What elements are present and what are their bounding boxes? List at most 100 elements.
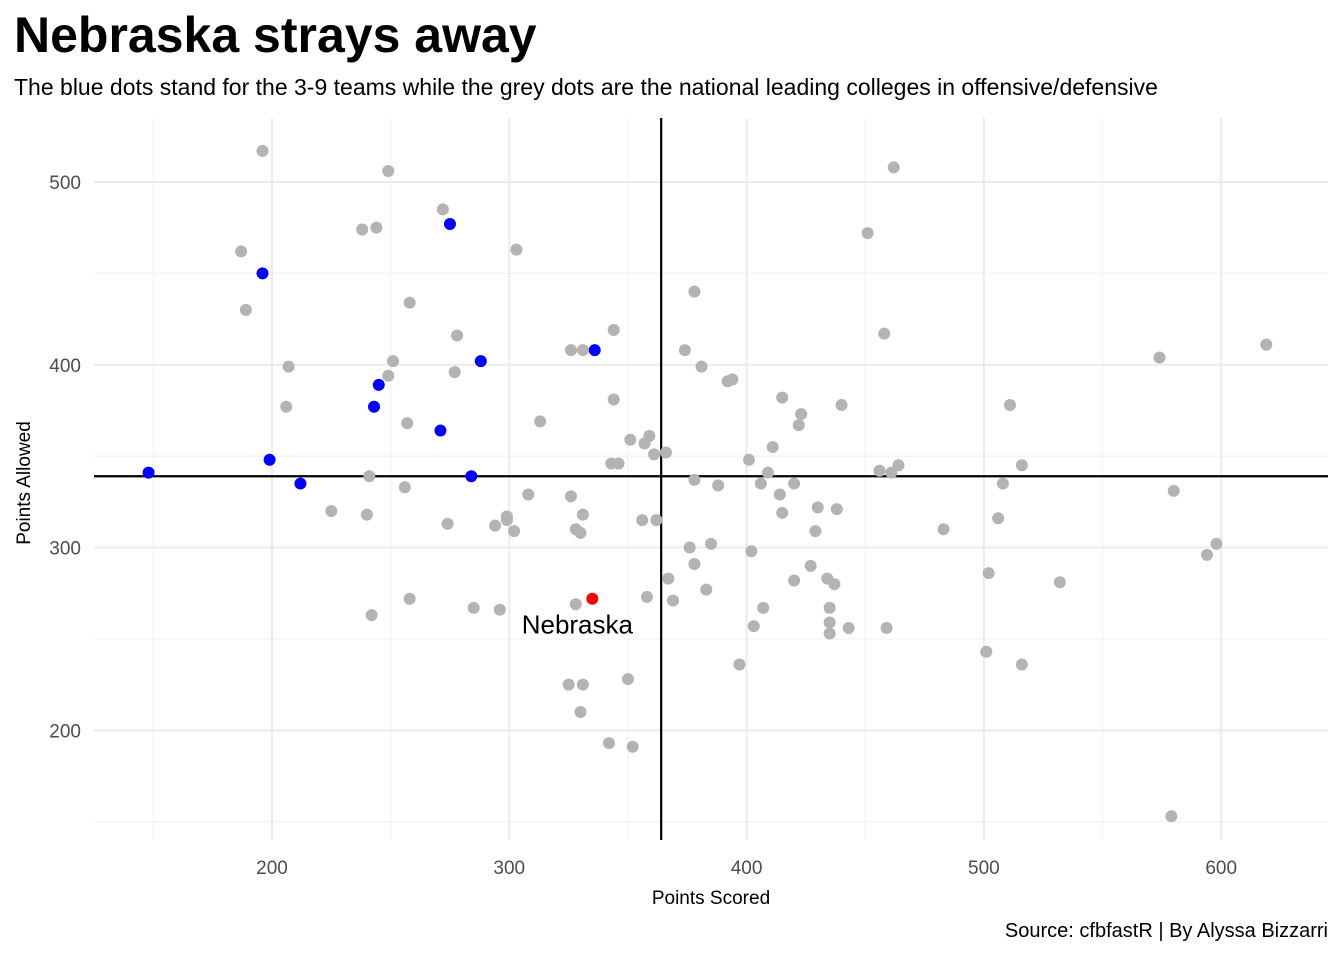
y-axis-ticks: 200 300 400 500	[49, 173, 81, 742]
blue-data-point	[465, 470, 478, 483]
data-points	[142, 144, 1273, 823]
grey-data-point	[861, 227, 874, 240]
grey-data-point	[773, 488, 786, 501]
grey-data-point	[569, 598, 582, 611]
grey-data-point	[1165, 810, 1178, 823]
grey-data-point	[256, 144, 269, 157]
grey-data-point	[467, 601, 480, 614]
grey-data-point	[621, 673, 634, 686]
grey-data-point	[576, 508, 589, 521]
grey-data-point	[640, 590, 653, 603]
chart-title: Nebraska strays away	[14, 7, 537, 63]
grey-data-point	[795, 408, 808, 421]
grey-data-point	[365, 609, 378, 622]
grey-data-point	[811, 501, 824, 514]
grey-data-point	[980, 645, 993, 658]
grey-data-point	[792, 419, 805, 432]
grey-data-point	[650, 514, 663, 527]
grey-data-point	[659, 446, 672, 459]
grey-data-point	[804, 559, 817, 572]
blue-data-point	[294, 477, 307, 490]
blue-data-point	[443, 218, 456, 231]
grey-data-point	[1200, 548, 1213, 561]
grey-data-point	[562, 678, 575, 691]
grey-data-point	[761, 466, 774, 479]
grey-data-point	[788, 574, 801, 587]
reference-lines	[94, 118, 1328, 840]
grey-data-point	[493, 603, 506, 616]
grey-data-point	[382, 165, 395, 178]
grey-data-point	[683, 541, 696, 554]
grey-data-point	[996, 477, 1009, 490]
grey-data-point	[823, 601, 836, 614]
grey-data-point	[721, 375, 734, 388]
grey-data-point	[576, 344, 589, 357]
grey-data-point	[733, 658, 746, 671]
y-axis-label: Points Allowed	[14, 421, 35, 545]
grey-data-point	[387, 355, 400, 368]
red-data-point	[586, 592, 599, 605]
grey-data-point	[880, 621, 893, 634]
grey-data-point	[678, 344, 691, 357]
grey-data-point	[235, 245, 248, 258]
grey-data-point	[757, 601, 770, 614]
grey-data-point	[766, 441, 779, 454]
grey-data-point	[636, 514, 649, 527]
grey-data-point	[607, 393, 620, 406]
grey-data-point	[612, 457, 625, 470]
grey-data-point	[500, 514, 513, 527]
grey-data-point	[1004, 398, 1017, 411]
x-tick-label: 400	[731, 858, 763, 879]
grey-data-point	[667, 594, 680, 607]
grey-data-point	[574, 526, 587, 539]
grey-data-point	[624, 433, 637, 446]
y-tick-label: 300	[49, 539, 81, 560]
x-tick-label: 200	[256, 858, 288, 879]
grey-data-point	[448, 366, 461, 379]
grey-data-point	[754, 477, 767, 490]
grey-data-point	[398, 481, 411, 494]
grey-data-point	[607, 324, 620, 337]
grey-data-point	[436, 203, 449, 216]
grey-data-point	[892, 459, 905, 472]
x-tick-label: 300	[493, 858, 525, 879]
y-tick-label: 500	[49, 173, 81, 194]
grey-data-point	[873, 464, 886, 477]
grey-data-point	[489, 519, 502, 532]
grey-data-point	[370, 221, 383, 234]
grey-data-point	[451, 329, 464, 342]
grey-data-point	[1053, 576, 1066, 589]
blue-data-point	[474, 355, 487, 368]
grey-data-point	[576, 678, 589, 691]
grey-data-point	[830, 503, 843, 516]
chart-subtitle: The blue dots stand for the 3-9 teams wh…	[14, 74, 1158, 100]
grey-data-point	[809, 525, 822, 538]
grey-data-point	[982, 567, 995, 580]
point-annotation: Nebraska	[522, 609, 634, 639]
grey-data-point	[788, 477, 801, 490]
grey-data-point	[776, 506, 789, 519]
grey-data-point	[747, 620, 760, 633]
grey-data-point	[662, 572, 675, 585]
grey-data-point	[842, 621, 855, 634]
grey-data-point	[282, 360, 295, 373]
grey-data-point	[382, 369, 395, 382]
grey-data-point	[363, 470, 376, 483]
grey-data-point	[937, 523, 950, 536]
grey-data-point	[403, 592, 416, 605]
grey-data-point	[1015, 658, 1028, 671]
grey-data-point	[878, 327, 891, 340]
grey-data-point	[1167, 484, 1180, 497]
y-tick-label: 200	[49, 721, 81, 742]
grey-data-point	[688, 285, 701, 298]
x-axis-ticks: 200 300 400 500 600	[256, 858, 1237, 879]
grey-data-point	[534, 415, 547, 428]
grey-data-point	[280, 400, 293, 413]
grey-data-point	[1210, 537, 1223, 550]
grey-data-point	[835, 398, 848, 411]
grey-data-point	[887, 161, 900, 174]
blue-data-point	[372, 378, 385, 391]
chart-caption: Source: cfbfastR | By Alyssa Bizzarri	[1004, 920, 1328, 942]
y-tick-label: 400	[49, 356, 81, 377]
